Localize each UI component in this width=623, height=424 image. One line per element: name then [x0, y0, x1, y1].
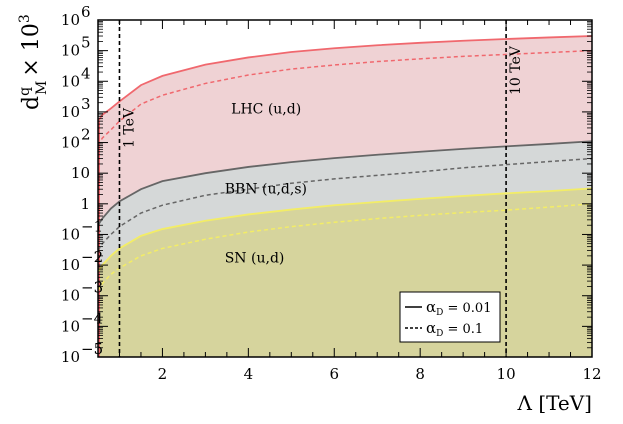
- y-tick-label: 10: [61, 11, 80, 29]
- y-tick-label-exponent: 3: [81, 95, 91, 113]
- x-axis-ticks: [118, 20, 593, 357]
- y-tick-label-exponent: −5: [81, 340, 103, 358]
- x-tick-label: 6: [329, 365, 339, 383]
- y-tick-label: 10: [61, 42, 80, 60]
- y-tick-label-exponent: −1: [81, 217, 103, 235]
- line-solid-bbn-u-d-s: [98, 140, 592, 226]
- x-tick-label: 4: [244, 365, 254, 383]
- y-tick-label-exponent: −2: [81, 248, 103, 266]
- y-tick-label: 1: [80, 195, 90, 213]
- x-tick-label: 2: [158, 365, 168, 383]
- y-tick-label-exponent: 5: [81, 34, 91, 52]
- x-axis-title: Λ [TeV]: [517, 391, 592, 415]
- plot-frame: [97, 19, 593, 358]
- annotation-bbn-u-d-s: BBN (u,d,s): [225, 181, 307, 197]
- y-tick-label-exponent: 2: [81, 126, 91, 144]
- y-tick-label-exponent: −4: [81, 309, 103, 327]
- x-tick-label: 10: [497, 365, 516, 383]
- y-tick-label: 10: [71, 164, 90, 182]
- line-solid-lhc-u-d: [98, 35, 592, 122]
- vertical-line-label-10tev: 10 TeV: [508, 45, 524, 95]
- annotation-sn-u-d: SN (u,d): [225, 251, 285, 267]
- y-tick-label: 10: [61, 134, 80, 152]
- legend-label-dashed: αD = 0.1: [426, 319, 483, 339]
- x-tick-label: 12: [582, 365, 601, 383]
- y-tick-label: 10: [61, 72, 80, 90]
- y-tick-label: 10: [61, 287, 80, 305]
- line-dashed-lhc-u-d: [98, 49, 592, 146]
- y-tick-label-exponent: 4: [81, 64, 91, 82]
- annotation-lhc-u-d: LHC (u,d): [231, 101, 301, 117]
- y-tick-label: 10: [61, 317, 80, 335]
- y-tick-label-exponent: 6: [81, 3, 91, 21]
- line-solid-sn-u-d: [98, 187, 592, 273]
- y-axis-title: dqM× 103: [17, 14, 50, 110]
- y-tick-label: 10: [61, 225, 80, 243]
- legend-box: [399, 291, 501, 343]
- y-tick-label: 10: [61, 348, 80, 366]
- x-tick-label: 8: [415, 365, 425, 383]
- vertical-line-label-1tev: 1 TeV: [121, 107, 137, 148]
- y-axis-ticks: [98, 19, 592, 358]
- line-dashed-bbn-u-d-s: [98, 157, 592, 251]
- y-tick-label-exponent: −3: [81, 279, 103, 297]
- legend-label-solid: αD = 0.01: [426, 298, 491, 318]
- y-tick-label: 10: [61, 103, 80, 121]
- y-tick-label: 10: [61, 256, 80, 274]
